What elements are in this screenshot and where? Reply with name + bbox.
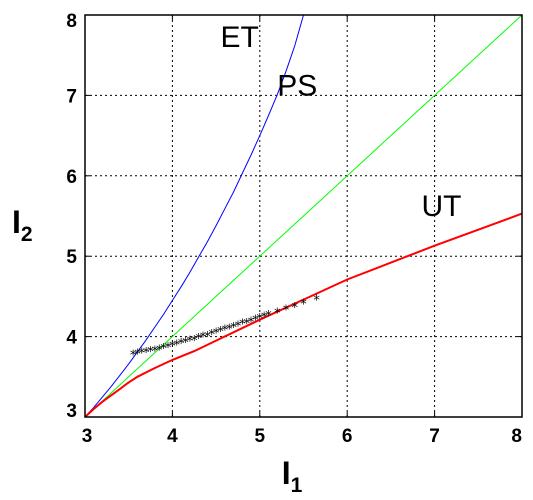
data-point: *	[217, 325, 224, 340]
data-point: *	[147, 345, 154, 360]
data-point: *	[187, 335, 194, 350]
data-point: *	[252, 314, 259, 329]
data-point: *	[182, 336, 189, 351]
data-point: *	[235, 319, 242, 334]
data-point: *	[169, 339, 176, 354]
data-point: *	[195, 332, 202, 347]
data-point: *	[200, 331, 207, 346]
x-tick-label: 7	[429, 426, 440, 447]
series-line-ut	[84, 212, 523, 418]
data-point: *	[274, 306, 281, 321]
data-point: *	[208, 328, 215, 343]
data-point: *	[191, 334, 198, 349]
data-point: *	[248, 315, 255, 330]
data-point: *	[300, 298, 307, 313]
data-point: *	[160, 342, 167, 357]
annotation-et: ET	[220, 21, 258, 54]
data-point: *	[243, 317, 250, 332]
annotation-ps: PS	[277, 69, 317, 102]
data-point: *	[134, 347, 141, 362]
annotations: ET PS UT	[220, 21, 461, 223]
annotation-ut: UT	[421, 190, 461, 223]
x-axis-label: I1	[282, 455, 303, 497]
y-tick-label: 5	[66, 247, 77, 268]
data-point: *	[174, 339, 181, 354]
data-point: *	[222, 323, 229, 338]
data-point: *	[265, 309, 272, 324]
x-tick-label: 8	[511, 426, 522, 447]
series-line-ps	[84, 14, 523, 418]
data-point: *	[283, 303, 290, 318]
tick-labels: 3 4 5 6 7 8 3 4 5 6 7 8	[66, 11, 522, 447]
data-point: *	[313, 294, 320, 309]
y-tick-label: 7	[66, 86, 77, 107]
x-tick-label: 6	[342, 426, 353, 447]
data-point: *	[139, 347, 146, 362]
plot-frame	[84, 14, 523, 418]
y-tick-label: 8	[66, 11, 77, 32]
data-point: *	[204, 330, 211, 345]
data-point: *	[292, 301, 299, 316]
data-point: *	[178, 337, 185, 352]
data-point: *	[239, 318, 246, 333]
series-layer: ******************************** * * * * *	[84, 14, 523, 418]
data-point: *	[165, 341, 172, 356]
data-points: ******************************** * * * * *	[130, 294, 321, 364]
data-point: *	[230, 321, 237, 336]
data-point: *	[156, 343, 163, 358]
y-tick-label: 6	[66, 167, 77, 188]
data-point: *	[257, 312, 264, 327]
y-tick-label: 4	[66, 328, 77, 349]
data-point: *	[261, 311, 268, 326]
y-tick-label: 3	[66, 401, 77, 422]
x-tick-label: 5	[255, 426, 266, 447]
data-point: *	[143, 346, 150, 361]
data-point: *	[213, 327, 220, 342]
x-tick-label: 3	[82, 426, 93, 447]
x-tick-label: 4	[167, 426, 178, 447]
grid	[84, 14, 523, 418]
data-point: *	[130, 348, 137, 363]
data-point: *	[226, 323, 233, 338]
data-point: *	[152, 344, 159, 359]
y-axis-label: I2	[12, 204, 33, 246]
series-line-et	[84, 14, 304, 418]
